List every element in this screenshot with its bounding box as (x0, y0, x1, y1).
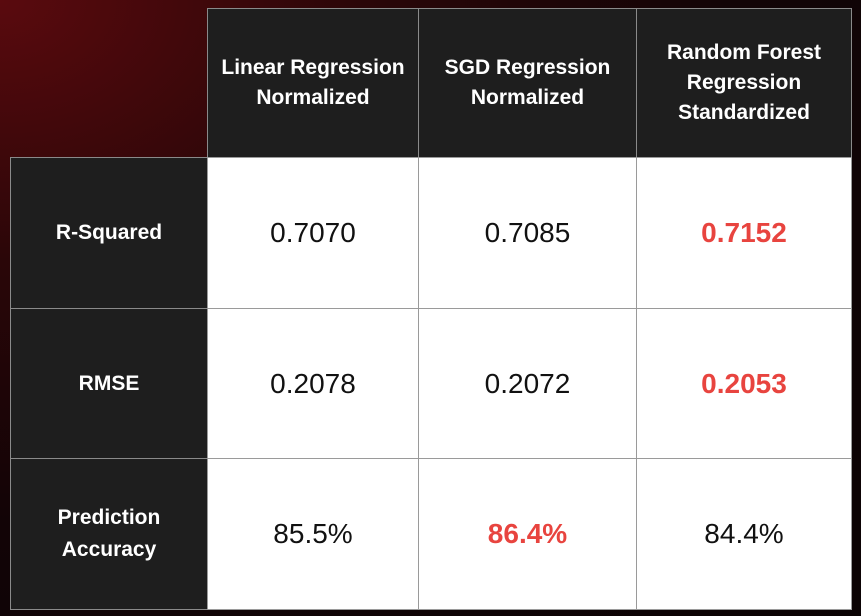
row-header-text: Prediction Accuracy (58, 502, 161, 566)
column-header-text: SGD Regression Normalized (445, 53, 611, 113)
column-header-line: SGD Regression (444, 56, 611, 79)
column-header: Linear Regression Normalized (207, 8, 419, 158)
table-cell: 0.2072 (418, 308, 637, 459)
table-cell: 0.7152 (636, 157, 852, 309)
row-header-text: RMSE (79, 368, 140, 400)
table-cell: 0.2078 (207, 308, 419, 459)
row-header-line: Accuracy (61, 538, 157, 561)
column-header: SGD Regression Normalized (418, 8, 637, 158)
column-header-line: Normalized (256, 86, 370, 109)
cell-value: 0.7070 (270, 217, 356, 248)
cell-value: 86.4% (487, 518, 568, 549)
table-cell: 0.7085 (418, 157, 637, 309)
table-cell: 85.5% (207, 458, 419, 610)
row-header: RMSE (10, 308, 208, 459)
row-header-line: R-Squared (55, 221, 163, 244)
table-cell: 84.4% (636, 458, 852, 610)
cell-value: 0.2072 (484, 367, 571, 399)
table-cell: 0.7070 (207, 157, 419, 309)
cell-value: 0.2053 (701, 367, 787, 399)
column-header-line: Normalized (470, 86, 585, 109)
row-header: R-Squared (10, 157, 208, 309)
cell-value: 0.7152 (701, 217, 787, 248)
row-header-line: RMSE (78, 371, 140, 395)
column-header-line: Random Forest (666, 41, 821, 64)
row-header-line: Prediction (57, 506, 161, 529)
table-cell: 86.4% (418, 458, 637, 610)
row-header: Prediction Accuracy (10, 458, 208, 610)
column-header-text: Linear Regression Normalized (221, 53, 404, 113)
cell-value: 85.5% (273, 518, 353, 549)
row-header-text: R-Squared (56, 217, 162, 249)
column-header-line: Standardized (678, 101, 810, 124)
column-header: Random Forest Regression Standardized (636, 8, 852, 158)
table-cell: 0.2053 (636, 308, 852, 459)
cell-value: 0.7085 (484, 217, 571, 248)
cell-value: 0.2078 (270, 367, 356, 399)
column-header-line: Linear Regression (221, 56, 405, 79)
cell-value: 84.4% (704, 518, 784, 549)
column-header-line: Regression (686, 71, 802, 94)
column-header-text: Random Forest Regression Standardized (667, 38, 821, 128)
